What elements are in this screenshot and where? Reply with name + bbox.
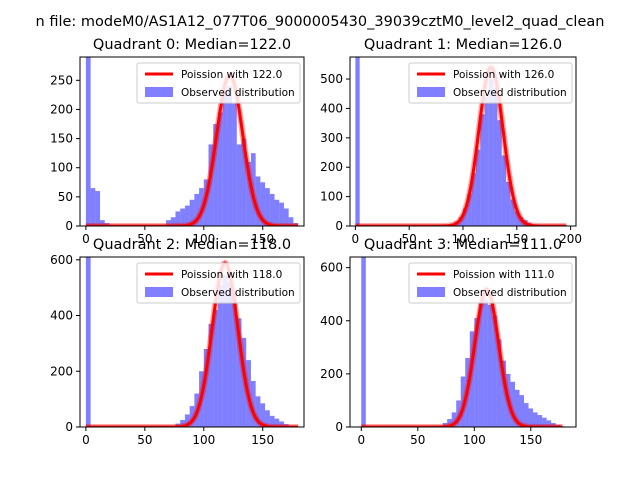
histogram-bar bbox=[86, 257, 91, 427]
histogram-bar bbox=[355, 57, 359, 226]
histogram-bar bbox=[279, 203, 284, 226]
histogram-bar bbox=[488, 305, 493, 427]
y-tick-label: 250 bbox=[50, 73, 73, 87]
y-tick-label: 600 bbox=[320, 261, 343, 275]
y-tick-label: 0 bbox=[65, 420, 73, 434]
quadrant-1-title: Quadrant 1: Median=126.0 bbox=[364, 37, 562, 53]
y-tick-label: 500 bbox=[320, 72, 343, 86]
y-tick-label: 400 bbox=[320, 101, 343, 115]
legend-hist-swatch bbox=[417, 287, 445, 297]
y-tick-label: 0 bbox=[65, 219, 73, 233]
quadrant-2-panel: 0 50 100 150 0 200 400 600 Quadrant 2: Median=11… bbox=[50, 237, 304, 447]
histogram-bar bbox=[237, 144, 242, 226]
y-tick-label: 200 bbox=[320, 160, 343, 174]
legend-hist-swatch bbox=[145, 287, 173, 297]
figure-suptitle: n file: modeM0/AS1A12_077T06_9000005430_… bbox=[36, 14, 605, 30]
legend-fit-label: Poission with 111.0 bbox=[453, 269, 554, 281]
y-tick-label: 0 bbox=[335, 420, 343, 434]
y-tick-label: 600 bbox=[50, 253, 73, 267]
legend-fit-label: Poission with 126.0 bbox=[453, 69, 554, 81]
x-tick-label: 0 bbox=[82, 433, 90, 447]
x-tick-label: 100 bbox=[192, 433, 215, 447]
histogram-bar bbox=[493, 88, 497, 226]
quadrant-0-legend: Poission with 122.0 Observed distribution bbox=[137, 63, 300, 103]
histogram-bar bbox=[227, 282, 232, 427]
legend-fit-label: Poission with 122.0 bbox=[181, 69, 282, 81]
y-tick-label: 200 bbox=[320, 367, 343, 381]
legend-hist-swatch bbox=[417, 87, 445, 97]
y-tick-label: 400 bbox=[320, 314, 343, 328]
x-tick-label: 150 bbox=[251, 433, 274, 447]
legend-hist-swatch bbox=[145, 87, 173, 97]
histogram-bar bbox=[232, 104, 237, 226]
histogram-bar bbox=[270, 194, 275, 226]
y-tick-label: 200 bbox=[50, 364, 73, 378]
quadrant-2-legend: Poission with 118.0 Observed distribution bbox=[137, 263, 300, 303]
x-tick-label: 0 bbox=[82, 232, 90, 246]
y-tick-label: 300 bbox=[320, 131, 343, 145]
y-tick-label: 100 bbox=[320, 190, 343, 204]
y-tick-label: 100 bbox=[50, 161, 73, 175]
legend-fit-label: Poission with 118.0 bbox=[181, 269, 282, 281]
histogram-bar bbox=[86, 57, 91, 226]
histogram-bar bbox=[95, 191, 100, 226]
histogram-bar bbox=[227, 86, 232, 226]
x-tick-label: 50 bbox=[410, 433, 425, 447]
histogram-bar bbox=[483, 300, 488, 428]
quadrant-3-title: Quadrant 3: Median=111.0 bbox=[364, 237, 562, 253]
y-tick-label: 400 bbox=[50, 309, 73, 323]
legend-hist-label: Observed distribution bbox=[181, 87, 295, 99]
x-tick-label: 0 bbox=[357, 433, 365, 447]
quadrant-0-title: Quadrant 0: Median=122.0 bbox=[93, 37, 291, 53]
y-tick-label: 150 bbox=[50, 132, 73, 146]
y-tick-label: 0 bbox=[335, 219, 343, 233]
quadrant-3-legend: Poission with 111.0 Observed distribution bbox=[409, 263, 572, 303]
histogram-bar bbox=[223, 92, 228, 226]
quadrant-1-legend: Poission with 126.0 Observed distribution bbox=[409, 63, 572, 103]
x-tick-label: 0 bbox=[352, 232, 360, 246]
histogram-bar bbox=[485, 97, 489, 226]
legend-hist-label: Observed distribution bbox=[181, 287, 295, 299]
quadrant-3-panel: 0 50 100 150 0 200 400 600 Quadrant 3: Median=11… bbox=[320, 237, 576, 447]
histogram-bar bbox=[361, 257, 366, 427]
y-tick-label: 50 bbox=[58, 190, 73, 204]
poisson-fit-halo bbox=[361, 289, 562, 427]
legend-hist-label: Observed distribution bbox=[453, 87, 567, 99]
legend-hist-label: Observed distribution bbox=[453, 287, 567, 299]
x-tick-label: 50 bbox=[137, 433, 152, 447]
y-tick-label: 200 bbox=[50, 102, 73, 116]
histogram-bar bbox=[218, 285, 223, 427]
histogram-bar bbox=[275, 200, 280, 226]
x-tick-label: 150 bbox=[519, 433, 542, 447]
histogram-bar bbox=[91, 188, 96, 226]
x-tick-label: 200 bbox=[559, 232, 582, 246]
x-tick-label: 100 bbox=[463, 433, 486, 447]
quadrant-2-title: Quadrant 2: Median=118.0 bbox=[93, 237, 291, 253]
